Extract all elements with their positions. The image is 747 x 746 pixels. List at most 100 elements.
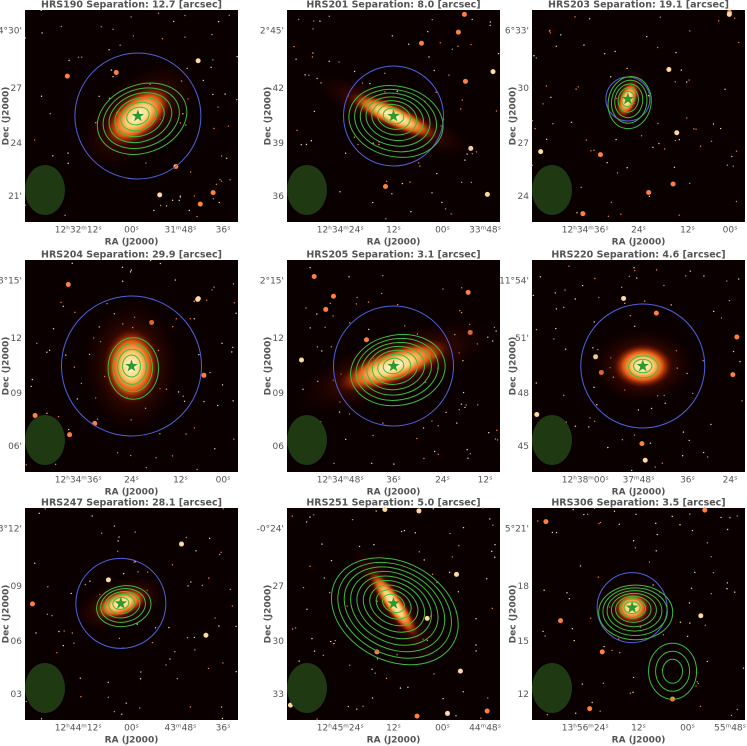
- y-tick-label: 27: [518, 139, 529, 149]
- star: [496, 429, 498, 432]
- star: [73, 642, 75, 644]
- star: [487, 697, 489, 699]
- star: [675, 51, 677, 54]
- star: [347, 705, 350, 708]
- x-tick-label: 00ˢ: [435, 226, 450, 236]
- star: [185, 433, 187, 435]
- star: [580, 211, 586, 217]
- star: [220, 155, 223, 157]
- star: [535, 328, 538, 331]
- star: [454, 571, 460, 577]
- star: [65, 281, 71, 287]
- star: [328, 15, 330, 18]
- beam: [532, 663, 572, 713]
- star: [436, 172, 438, 175]
- star: [321, 350, 323, 352]
- star: [157, 192, 163, 198]
- star: [546, 713, 549, 716]
- star: [119, 44, 121, 46]
- star: [489, 24, 491, 27]
- x-tick-label: 43ᵐ48ˢ: [165, 724, 197, 734]
- y-axis-label: Dec (J2000): [509, 585, 519, 644]
- star: [368, 328, 370, 331]
- star: [235, 670, 237, 673]
- star: [733, 17, 736, 19]
- x-tick-label: 12ʰ34ᵐ48ˢ: [317, 476, 364, 486]
- star: [34, 562, 36, 564]
- star: [222, 662, 224, 664]
- star: [179, 195, 182, 197]
- star: [689, 270, 691, 272]
- star: [121, 713, 123, 715]
- star: [353, 70, 356, 73]
- star: [193, 195, 195, 197]
- star: [564, 289, 566, 291]
- star: [736, 515, 738, 517]
- star: [598, 296, 600, 299]
- star: [221, 384, 224, 386]
- star: [685, 275, 687, 277]
- star: [100, 532, 103, 534]
- star: [130, 16, 132, 18]
- beam: [25, 663, 65, 713]
- y-tick-label: 24: [518, 192, 530, 202]
- star: [356, 296, 358, 299]
- x-tick-label: 00ˢ: [216, 476, 231, 486]
- star: [169, 658, 171, 660]
- star: [589, 417, 591, 419]
- star: [31, 378, 34, 381]
- panel: HRS205 Separation: 3.1 [arcsec] 2°15' 12 09…: [260, 250, 500, 498]
- star: [491, 607, 493, 610]
- star: [730, 714, 733, 717]
- star: [480, 717, 482, 719]
- star: [719, 127, 722, 130]
- star: [489, 21, 492, 23]
- star: [470, 43, 472, 46]
- contour: [350, 570, 439, 646]
- x-tick-label: 33ᵐ48ˢ: [469, 226, 501, 236]
- star: [208, 577, 210, 579]
- contour: [126, 106, 150, 126]
- contour: [350, 333, 446, 407]
- star: [679, 524, 681, 526]
- star: [235, 625, 237, 628]
- y-tick-label: 48: [518, 389, 530, 399]
- star: [56, 652, 58, 654]
- star: [448, 571, 451, 574]
- star: [423, 457, 425, 460]
- star: [129, 271, 132, 273]
- star: [216, 404, 219, 407]
- star: [674, 81, 677, 83]
- star: [355, 303, 358, 305]
- star: [184, 14, 186, 17]
- star: [70, 592, 72, 595]
- star: [543, 589, 545, 591]
- star: [439, 42, 441, 44]
- star: [407, 686, 409, 688]
- y-tick-label: 12: [518, 690, 529, 700]
- star: [635, 277, 638, 279]
- star: [496, 439, 499, 441]
- star: [334, 639, 336, 642]
- star: [112, 28, 114, 31]
- contour: [107, 337, 160, 400]
- contour: [377, 103, 411, 130]
- star: [484, 708, 490, 714]
- star: [607, 215, 610, 218]
- star: [231, 605, 234, 607]
- x-tick-label: 12ʰ34ᵐ36ˢ: [55, 476, 102, 486]
- star: [555, 531, 558, 534]
- star: [418, 551, 420, 553]
- y-tick-label: 09: [273, 389, 285, 399]
- star: [465, 404, 467, 406]
- panel: HRS190 Separation: 12.7 [arcsec] 14°30' 27…: [0, 0, 238, 248]
- beam: [532, 165, 572, 215]
- star: [673, 166, 676, 169]
- star: [445, 411, 447, 414]
- contour: [108, 92, 173, 144]
- star: [385, 180, 388, 183]
- star: [632, 540, 635, 542]
- y-tick-label: 45: [518, 442, 529, 452]
- star: [294, 627, 297, 629]
- star: [616, 172, 619, 174]
